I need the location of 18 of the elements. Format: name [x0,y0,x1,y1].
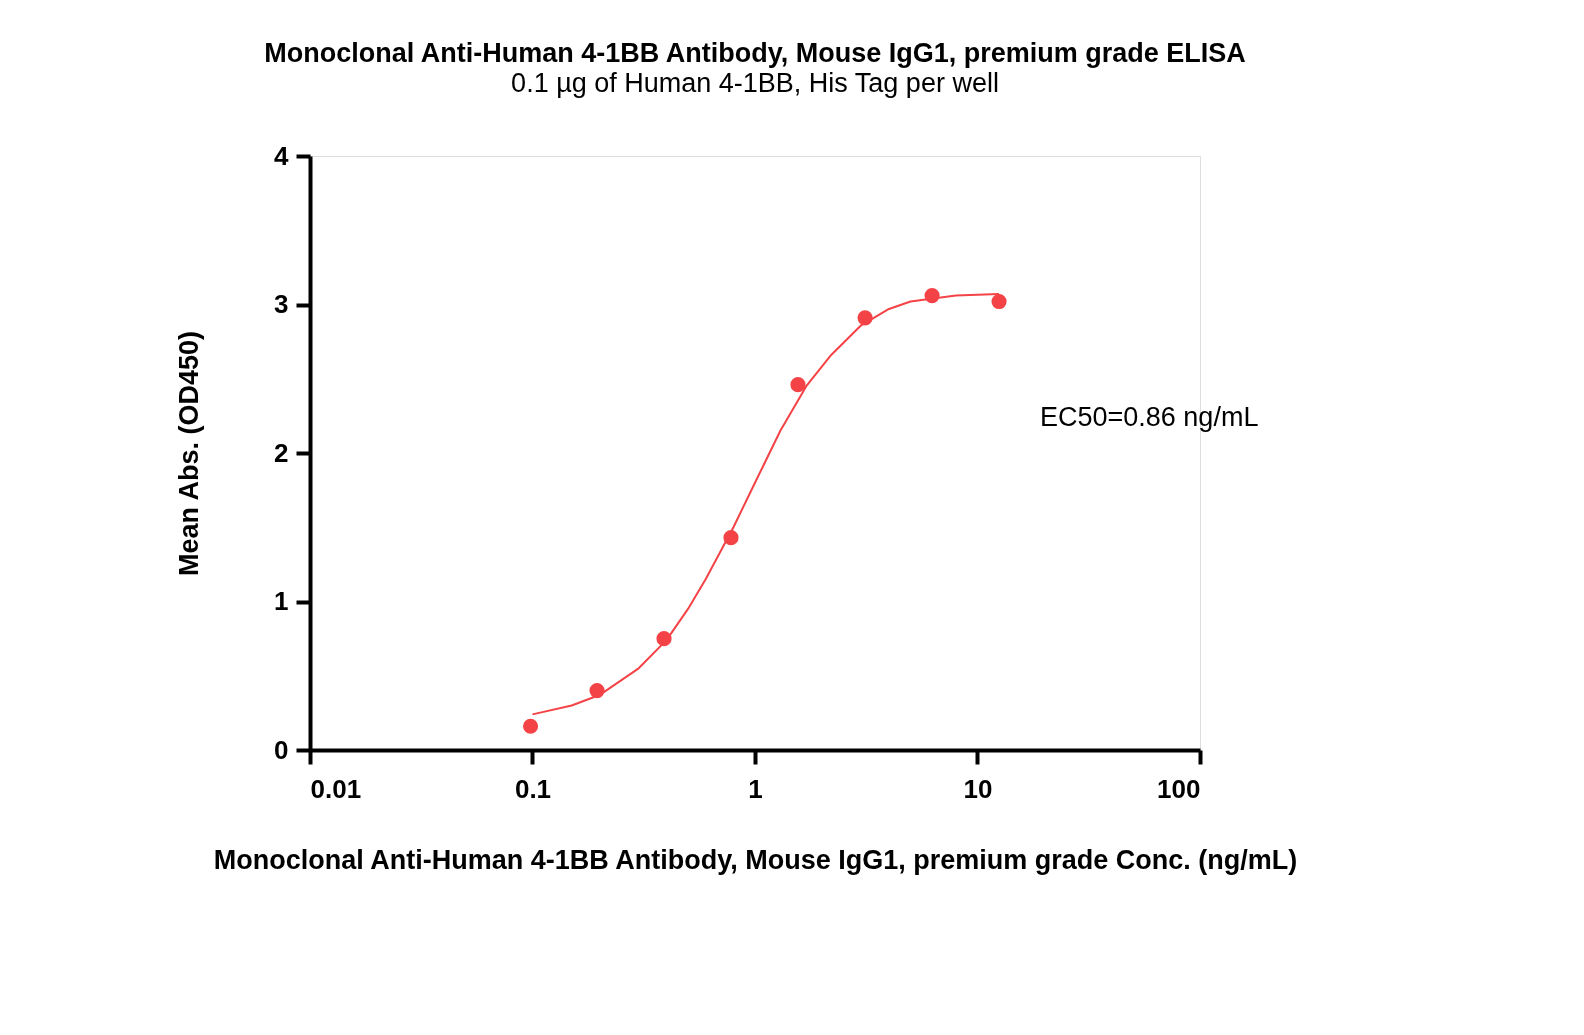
x-tick-label: 0.01 [310,773,362,804]
point [790,377,806,393]
y-tick-label: 3 [274,289,289,319]
x-tick-label: 100 [1157,773,1201,804]
y-tick-label: 2 [274,437,289,468]
point [522,718,539,734]
y-tick-label: 1 [274,586,289,616]
y-axis-title: Mean Abs. (OD450) [174,330,205,577]
y-tick-label: 0 [274,734,289,765]
annotation: EC50=0.86 ng/mL [1040,402,1259,432]
x-tick-label: 0.1 [514,773,552,804]
x-tick-label: 10 [963,773,993,804]
chart-subtitle: 0.1 µg of Human 4-1BB, His Tag per well [511,68,999,98]
point [991,293,1007,310]
x-axis-title: Monoclonal Anti-Human 4-1BB Antibody, Mouse IgG1, premium grade Conc. (ng/mL) [213,844,1298,875]
chart-title: Monoclonal Anti-Human 4-1BB Antibody, Mouse IgG1, premium grade ELISA [264,38,1246,68]
y-tick-label: 4 [274,140,290,171]
x-tick-label: 1 [748,773,763,804]
